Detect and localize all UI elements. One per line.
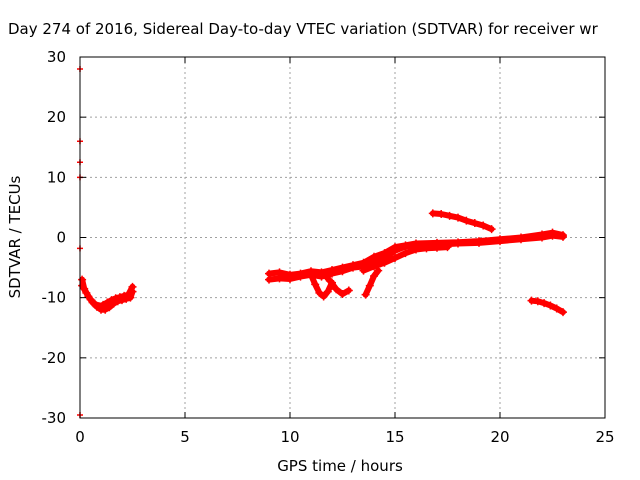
data-point <box>111 294 120 303</box>
data-point <box>365 281 374 290</box>
data-point <box>470 219 479 228</box>
x-tick-label: 20 <box>490 428 509 446</box>
data-point <box>487 225 496 234</box>
data-point <box>349 261 357 270</box>
series-upper-arc <box>428 209 496 234</box>
data-point <box>90 299 99 308</box>
data-point <box>454 213 462 222</box>
data-points <box>77 66 567 418</box>
data-point <box>428 209 437 218</box>
data-point <box>462 216 471 225</box>
data-point <box>107 296 116 305</box>
data-point <box>401 241 410 250</box>
series-dip-3 <box>361 266 383 299</box>
data-point <box>361 290 370 299</box>
data-point <box>559 308 567 317</box>
data-point <box>311 280 320 289</box>
data-point <box>120 291 129 300</box>
data-point <box>422 244 431 253</box>
data-point <box>99 300 108 309</box>
data-point <box>338 263 347 272</box>
data-point <box>344 286 353 295</box>
data-point <box>338 290 347 299</box>
data-point <box>540 299 549 308</box>
data-point <box>445 211 454 220</box>
x-tick-label: 25 <box>595 428 614 446</box>
data-point <box>78 281 87 290</box>
x-tick-label: 15 <box>385 428 404 446</box>
y-tick-label: 30 <box>47 48 66 66</box>
y-tick-label: -20 <box>42 349 67 367</box>
data-point <box>475 237 483 246</box>
data-point <box>103 298 112 307</box>
data-point <box>315 288 324 297</box>
y-tick-label: -10 <box>42 289 67 307</box>
data-point <box>265 269 273 278</box>
series-lower-arc <box>527 296 567 317</box>
data-point <box>319 269 328 278</box>
data-point <box>552 304 561 313</box>
data-point <box>380 249 389 258</box>
data-point <box>323 287 332 296</box>
data-point <box>437 210 446 219</box>
data-point <box>307 270 315 279</box>
data-point <box>370 262 378 271</box>
data-point <box>325 276 334 285</box>
series-line <box>362 267 382 298</box>
data-point <box>275 268 284 277</box>
data-point <box>128 282 137 291</box>
data-point <box>391 253 399 262</box>
data-point <box>401 249 410 258</box>
data-point <box>517 233 525 242</box>
series-line <box>266 229 566 278</box>
x-tick-label: 10 <box>280 428 299 446</box>
data-point <box>374 266 383 275</box>
data-point <box>286 270 294 279</box>
series-dip-2 <box>319 269 353 299</box>
data-point <box>496 235 504 244</box>
data-point <box>433 243 441 252</box>
data-point <box>391 243 399 252</box>
axis-ticks: 0 5 10 15 20 25 -30 -20 -10 0 10 20 30 <box>42 48 615 446</box>
y-tick-label: -30 <box>42 409 67 427</box>
data-point <box>124 290 133 299</box>
y-axis-title: SDTVAR / TECUs <box>6 175 24 298</box>
x-tick-label: 5 <box>180 428 190 446</box>
data-point <box>86 295 95 304</box>
data-point <box>359 266 368 275</box>
data-point <box>94 302 103 311</box>
data-point <box>548 228 557 237</box>
data-point <box>538 230 546 239</box>
y-tick-label: 0 <box>56 229 66 247</box>
data-point <box>328 265 336 274</box>
x-axis-title: GPS time / hours <box>277 457 403 475</box>
y-tick-label: 10 <box>47 168 66 186</box>
x-tick-label: 0 <box>75 428 85 446</box>
chart-title: Day 274 of 2016, Sidereal Day-to-day VTE… <box>8 20 599 38</box>
series-mid-arc-3 <box>359 243 452 275</box>
data-point <box>546 301 555 310</box>
data-point <box>479 221 488 230</box>
data-point <box>443 243 452 252</box>
data-point <box>454 238 462 247</box>
series-early-arc-2 <box>78 281 137 311</box>
data-point <box>380 258 389 267</box>
data-point <box>319 292 328 301</box>
data-point <box>359 258 368 267</box>
data-point <box>559 231 567 240</box>
data-point <box>115 293 124 302</box>
data-point <box>370 272 378 281</box>
y-tick-label: 20 <box>47 108 66 126</box>
data-point <box>533 297 542 306</box>
data-point <box>332 285 341 294</box>
data-point <box>370 252 378 261</box>
data-point <box>82 288 91 297</box>
data-point <box>296 269 305 278</box>
data-point <box>412 245 420 254</box>
